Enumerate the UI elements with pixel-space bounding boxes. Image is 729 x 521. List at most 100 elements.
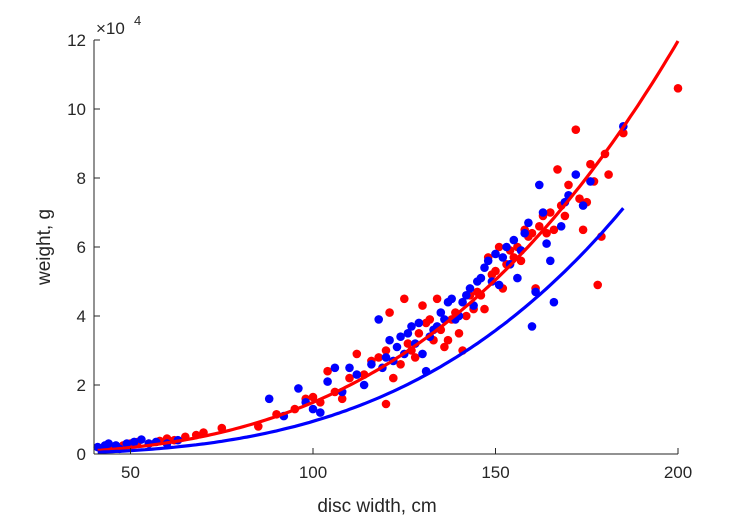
data-point-s1-33 <box>403 329 413 338</box>
data-point-s1-71 <box>542 239 551 248</box>
data-point-s0-49 <box>462 311 471 321</box>
data-point-s1-21 <box>345 363 354 373</box>
data-point-s1-67 <box>527 322 537 331</box>
data-point-s1-50 <box>465 284 475 293</box>
data-point-s1-6 <box>129 437 139 447</box>
data-point-s1-78 <box>578 201 588 210</box>
y-axis-label: weight, g <box>34 209 55 286</box>
data-point-s0-23 <box>352 349 362 359</box>
y-axis-ticks: 0 2 4 6 8 10 12 <box>67 31 100 464</box>
data-point-s0-78 <box>571 125 581 134</box>
data-point-s0-89 <box>673 84 683 93</box>
data-point-s0-27 <box>381 399 391 409</box>
data-point-s0-47 <box>454 329 464 338</box>
data-point-s0-73 <box>549 225 559 235</box>
data-point-s0-21 <box>337 394 347 404</box>
data-point-s1-2 <box>104 439 113 448</box>
x-tick-label: 150 <box>481 463 509 482</box>
data-point-s1-66 <box>524 218 533 228</box>
data-point-s1-77 <box>571 170 581 179</box>
data-point-s0-31 <box>396 360 405 369</box>
data-point-s1-59 <box>498 253 508 262</box>
y-tick-label: 0 <box>77 445 86 464</box>
data-point-s0-39 <box>425 315 435 324</box>
data-point-s0-74 <box>553 165 562 174</box>
data-point-s1-18 <box>323 377 332 386</box>
data-point-s0-79 <box>575 194 584 203</box>
data-point-s1-30 <box>392 342 402 352</box>
data-point-s1-63 <box>513 273 522 283</box>
plot-area <box>93 40 683 454</box>
data-point-s0-41 <box>432 294 442 304</box>
data-point-s0-80 <box>578 225 588 235</box>
data-point-s0-35 <box>410 353 420 362</box>
data-point-s0-58 <box>494 242 504 252</box>
data-point-s0-36 <box>414 329 424 338</box>
data-point-s1-58 <box>494 280 504 290</box>
data-point-s0-33 <box>403 339 413 348</box>
data-point-s1-70 <box>538 208 548 217</box>
data-point-s0-57 <box>491 266 500 276</box>
y-tick-label: 4 <box>77 307 86 326</box>
y-tick-label: 12 <box>67 31 86 50</box>
data-point-s1-23 <box>359 380 369 390</box>
data-point-s0-26 <box>374 353 384 362</box>
data-point-s0-44 <box>443 335 453 345</box>
x-tick-label: 50 <box>121 463 140 482</box>
data-point-s1-60 <box>502 242 511 252</box>
data-point-s0-43 <box>440 342 449 352</box>
data-point-s0-76 <box>560 211 570 221</box>
data-point-s1-55 <box>483 256 493 266</box>
data-point-s1-48 <box>458 297 467 307</box>
y-tick-label: 6 <box>77 238 86 257</box>
data-point-s0-30 <box>389 373 398 383</box>
data-point-s1-17 <box>316 408 325 417</box>
y-tick-label: 2 <box>77 376 86 395</box>
data-point-s1-49 <box>462 291 471 300</box>
data-point-s1-7 <box>137 435 146 444</box>
data-point-s1-74 <box>556 222 566 231</box>
data-point-s1-14 <box>294 384 303 393</box>
y-tick-label: 8 <box>77 169 86 188</box>
y-exponent-power: 4 <box>134 13 141 28</box>
data-point-s0-32 <box>400 294 409 304</box>
axes: 50 100 150 200 0 2 4 6 8 10 12 <box>67 31 692 482</box>
data-point-s1-72 <box>546 256 555 266</box>
data-point-s1-31 <box>396 332 405 342</box>
data-point-s0-17 <box>308 392 318 402</box>
data-point-s1-42 <box>436 308 446 317</box>
data-point-s1-16 <box>308 404 318 414</box>
data-point-s1-27 <box>381 353 391 362</box>
data-point-s0-22 <box>345 373 354 383</box>
data-point-s1-54 <box>480 263 489 273</box>
data-point-s1-53 <box>476 273 486 283</box>
data-point-s1-12 <box>264 394 274 404</box>
data-point-s1-22 <box>352 370 362 379</box>
fit-line-s3 <box>97 207 625 454</box>
data-point-s1-73 <box>549 297 559 307</box>
x-axis-label: disc width, cm <box>317 496 436 517</box>
data-point-s1-68 <box>531 287 540 297</box>
data-point-s1-34 <box>407 322 416 331</box>
x-axis-ticks: 50 100 150 200 <box>121 448 692 482</box>
data-point-s1-19 <box>330 363 340 373</box>
data-point-s1-36 <box>414 318 424 328</box>
data-point-s0-54 <box>480 304 489 314</box>
data-point-s0-29 <box>385 308 394 317</box>
data-point-s1-62 <box>509 235 519 245</box>
data-point-s1-45 <box>447 294 457 304</box>
y-exponent-label: ×10 <box>96 19 125 38</box>
x-tick-label: 200 <box>664 463 692 482</box>
y-tick-label: 10 <box>67 100 86 119</box>
data-point-s1-57 <box>491 249 500 259</box>
data-point-s0-19 <box>323 366 332 376</box>
data-point-s1-24 <box>367 360 376 369</box>
fit-line-s2 <box>97 40 680 452</box>
x-tick-label: 100 <box>299 463 327 482</box>
data-point-s0-84 <box>593 280 602 290</box>
data-point-s1-37 <box>418 349 427 359</box>
data-point-s0-77 <box>564 180 573 190</box>
data-point-s0-87 <box>604 170 613 179</box>
data-point-s1-69 <box>535 180 544 190</box>
